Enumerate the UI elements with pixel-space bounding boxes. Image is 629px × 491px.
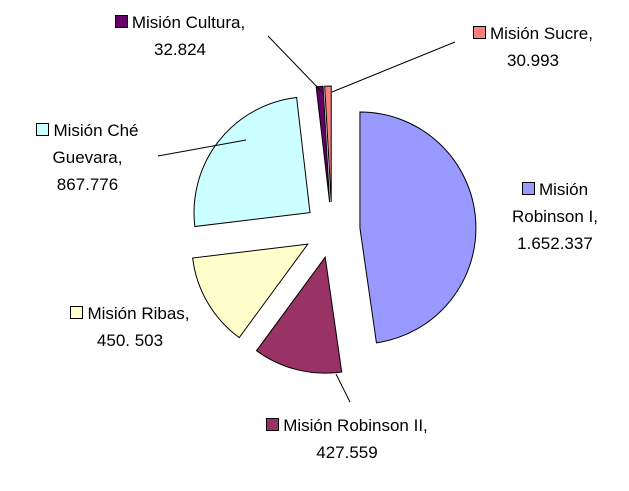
- data-label: Misión Cultura, 32.824: [80, 9, 280, 63]
- slices: [192, 85, 477, 374]
- data-label: Misión Ché Guevara, 867.776: [5, 117, 170, 198]
- leader-line: [335, 373, 351, 403]
- category-label: Misión Ribas,: [87, 304, 190, 323]
- category-label: Misión Ché Guevara,: [52, 121, 139, 167]
- value-label: 450. 503: [96, 331, 164, 350]
- value-label: 30.993: [507, 51, 559, 70]
- value-label: 427.559: [316, 443, 378, 462]
- category-label: Misión Sucre,: [490, 24, 593, 43]
- legend-key: [521, 182, 535, 195]
- pie-slice: [255, 255, 343, 374]
- leader-line: [331, 41, 456, 93]
- legend-key: [114, 15, 128, 28]
- pie-slice: [193, 96, 311, 228]
- value-label: 32.824: [154, 40, 206, 59]
- category-label: Misión Robinson I,: [512, 180, 598, 226]
- pie-slice: [359, 111, 477, 344]
- value-label: 867.776: [56, 175, 119, 194]
- legend-key: [70, 306, 84, 319]
- category-label: Misión Cultura,: [131, 13, 246, 32]
- leader-line: [267, 35, 323, 93]
- data-label: Misión Ribas, 450. 503: [30, 300, 230, 354]
- pie-slice: [192, 243, 309, 339]
- legend-key: [266, 418, 280, 431]
- data-label: Misión Sucre, 30.993: [448, 20, 618, 74]
- pie-slice: [324, 85, 332, 203]
- legend-key: [473, 26, 486, 39]
- category-label: Misión Robinson II,: [283, 416, 428, 435]
- data-label: Misión Robinson II, 427.559: [262, 412, 432, 466]
- pie-slice: [315, 85, 331, 203]
- data-label: Misión Robinson I, 1.652.337: [495, 176, 615, 257]
- leader-line: [157, 139, 247, 157]
- value-label: 1.652.337: [517, 234, 593, 253]
- legend-key: [36, 123, 50, 136]
